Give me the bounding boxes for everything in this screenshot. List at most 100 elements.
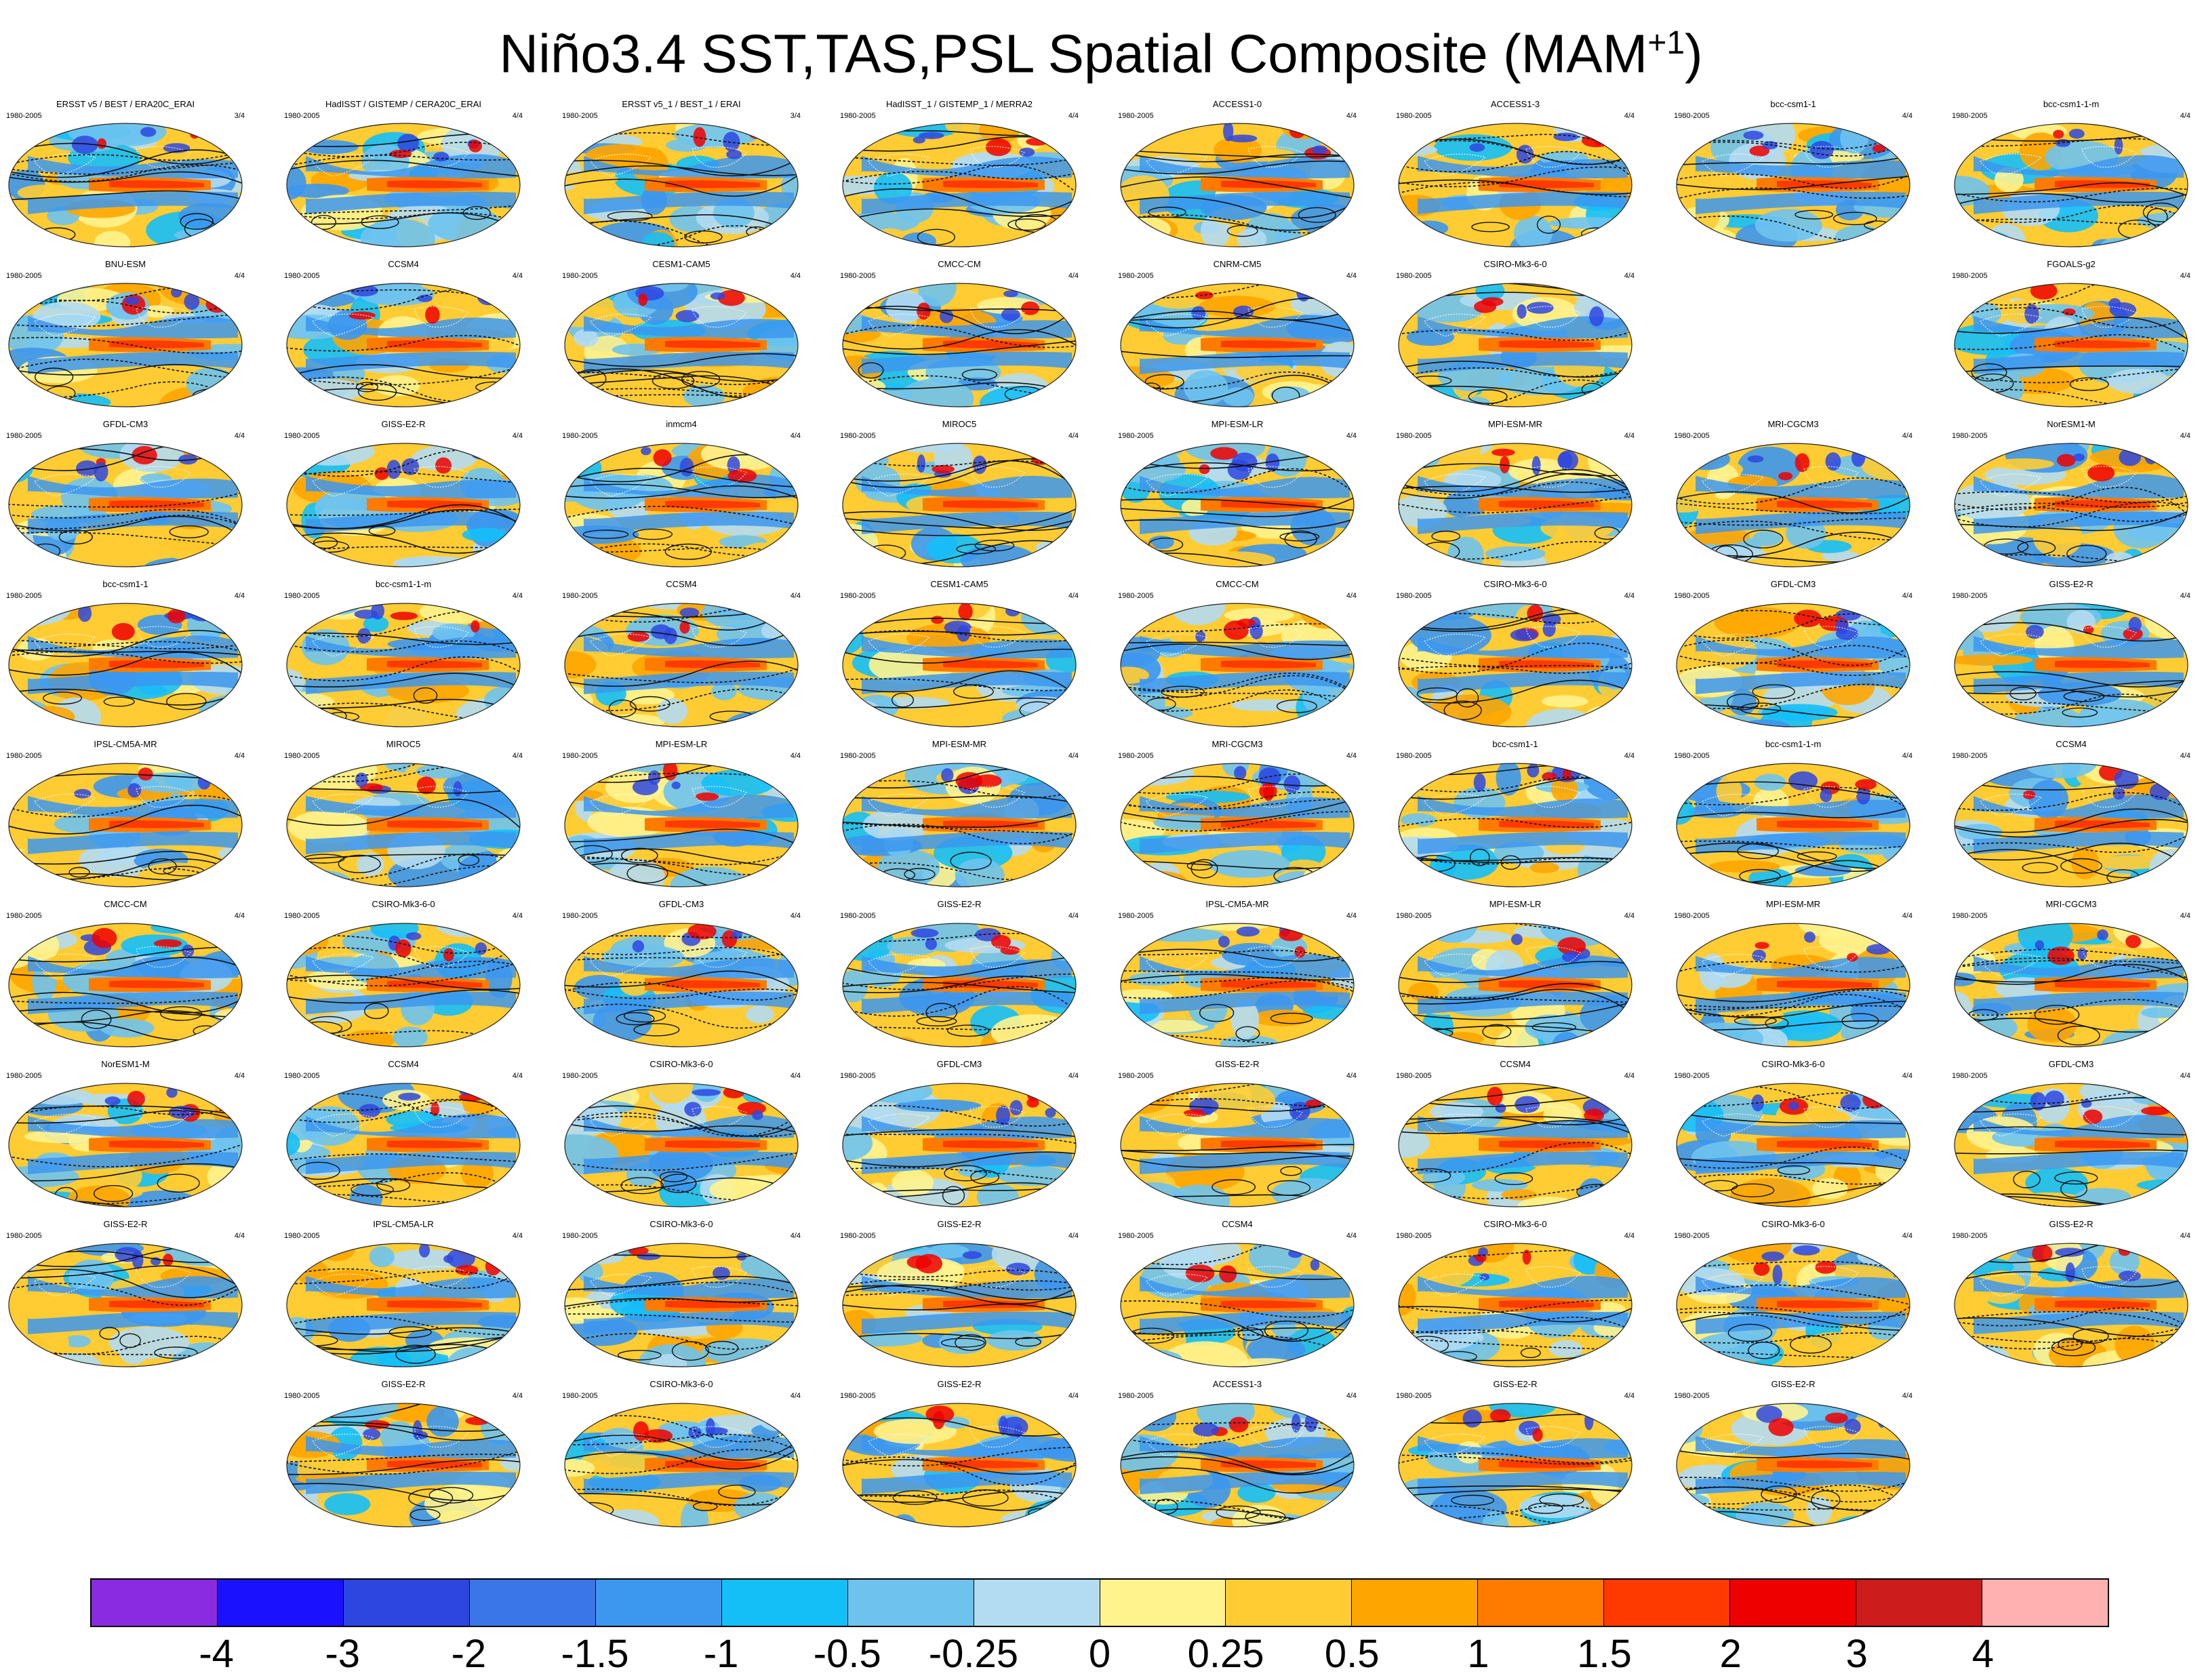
- panel-count: 4/4: [1068, 592, 1079, 600]
- panel-count: 4/4: [1902, 912, 1913, 920]
- map-outline: [1676, 443, 1910, 567]
- map-panel: GISS-E2-R 1980-2005 4/4: [1949, 1219, 2193, 1379]
- map-panel-svg: [1120, 603, 1355, 727]
- map-outline: [286, 603, 521, 727]
- panel-count: 4/4: [2180, 592, 2190, 600]
- map-panel-svg: [286, 1403, 521, 1527]
- map-field: [843, 443, 1076, 567]
- panel-period: 1980-2005: [1118, 112, 1154, 120]
- panel-title: bcc-csm1-1-m: [375, 579, 432, 589]
- map-outline: [1398, 1243, 1633, 1367]
- map-panel-svg: [842, 1403, 1077, 1527]
- map-outline: [1398, 763, 1633, 887]
- map-outline: [286, 443, 521, 567]
- panel-title: CCSM4: [1500, 1059, 1531, 1069]
- map-outline: [1676, 1083, 1910, 1207]
- panel-period: 1980-2005: [1952, 1072, 1988, 1080]
- panel-period: 1980-2005: [1674, 112, 1710, 120]
- map-panel-svg: [286, 443, 521, 567]
- map-field: [1121, 1403, 1354, 1527]
- map-field: [565, 923, 798, 1047]
- map-panel-svg: [8, 603, 243, 727]
- panel-title: bcc-csm1-1: [1492, 739, 1538, 749]
- panel-period: 1980-2005: [1952, 592, 1988, 600]
- map-outline: [564, 283, 799, 407]
- map-field: [9, 443, 242, 567]
- panel-title: CCSM4: [2056, 739, 2087, 749]
- map-outline: [1398, 123, 1633, 247]
- map-panel: CSIRO-Mk3-6-0 1980-2005 4/4: [281, 899, 525, 1059]
- panel-title: CCSM4: [666, 579, 697, 589]
- panel-period: 1980-2005: [1396, 432, 1432, 440]
- map-outline: [1120, 763, 1355, 887]
- map-outline: [286, 283, 521, 407]
- map-outline: [1954, 603, 2188, 727]
- panel-period: 1980-2005: [1952, 272, 1988, 280]
- panel-title: CSIRO-Mk3-6-0: [1483, 259, 1547, 269]
- map-panel: bcc-csm1-1-m 1980-2005 4/4: [1671, 739, 1915, 899]
- map-field: [843, 283, 1076, 407]
- map-field: [565, 1083, 798, 1207]
- panel-period: 1980-2005: [1674, 752, 1710, 760]
- map-outline: [1954, 443, 2188, 567]
- map-panel-svg: [564, 1403, 799, 1527]
- panel-period: 1980-2005: [1118, 592, 1154, 600]
- map-outline: [1120, 603, 1355, 727]
- map-panel-svg: [1676, 443, 1910, 567]
- map-outline: [1120, 443, 1355, 567]
- map-outline: [8, 123, 243, 247]
- panel-period: 1980-2005: [1396, 592, 1432, 600]
- map-panel: HadISST / GISTEMP / CERA20C_ERAI 1980-200…: [281, 99, 525, 259]
- map-outline: [564, 923, 799, 1047]
- map-panel-svg: [1120, 763, 1355, 887]
- map-outline: [1954, 923, 2188, 1047]
- map-panel-svg: [842, 1083, 1077, 1207]
- panel-period: 1980-2005: [1952, 912, 1988, 920]
- panel-count: 4/4: [790, 272, 801, 280]
- map-panel-svg: [564, 1243, 799, 1367]
- chart-title-superscript: +1: [1647, 25, 1685, 61]
- panel-title: NorESM1-M: [2047, 419, 2096, 429]
- panel-period: 1980-2005: [1396, 1232, 1432, 1240]
- panel-count: 4/4: [1902, 112, 1913, 120]
- map-panel-svg: [842, 1243, 1077, 1367]
- map-field: [287, 443, 520, 567]
- colorbar-tick-label: 4: [1971, 1632, 1995, 1676]
- map-field: [1399, 123, 1632, 247]
- map-panel-svg: [8, 283, 243, 407]
- map-panel: CCSM4 1980-2005 4/4: [1115, 1219, 1359, 1379]
- map-panel-svg: [1954, 283, 2188, 407]
- panel-period: 1980-2005: [840, 912, 876, 920]
- map-panel: MPI-ESM-LR 1980-2005 4/4: [1393, 899, 1637, 1059]
- map-panel: CSIRO-Mk3-6-0 1980-2005 4/4: [1393, 579, 1637, 739]
- map-field: [287, 123, 520, 247]
- colorbar-swatch: [595, 1580, 722, 1626]
- panel-count: 4/4: [1346, 1392, 1357, 1400]
- map-outline: [8, 443, 243, 567]
- map-field: [9, 1243, 242, 1367]
- panel-period: 1980-2005: [6, 912, 42, 920]
- panel-title: CESM1-CAM5: [930, 579, 988, 589]
- panel-count: 4/4: [1902, 1232, 1913, 1240]
- map-outline: [1120, 283, 1355, 407]
- panel-count: 4/4: [1624, 752, 1635, 760]
- panel-period: 1980-2005: [1118, 1232, 1154, 1240]
- colorbar-swatch: [974, 1580, 1100, 1626]
- colorbar-swatch: [1604, 1580, 1731, 1626]
- map-field: [565, 443, 798, 567]
- panel-period: 1980-2005: [1118, 912, 1154, 920]
- map-outline: [1398, 1403, 1633, 1527]
- panel-period: 1980-2005: [1674, 432, 1710, 440]
- panel-count: 4/4: [512, 112, 523, 120]
- map-field: [565, 123, 798, 247]
- panel-title: ACCESS1-3: [1212, 1379, 1262, 1389]
- panel-count: 4/4: [1346, 272, 1357, 280]
- map-panel-svg: [564, 763, 799, 887]
- map-field: [1399, 603, 1632, 727]
- panel-title: CSIRO-Mk3-6-0: [1761, 1059, 1825, 1069]
- panel-title: MPI-ESM-LR: [1489, 899, 1542, 909]
- map-panel: MRI-CGCM3 1980-2005 4/4: [1115, 739, 1359, 899]
- panel-title: GISS-E2-R: [103, 1219, 148, 1229]
- map-outline: [1676, 1403, 1910, 1527]
- map-outline: [564, 123, 799, 247]
